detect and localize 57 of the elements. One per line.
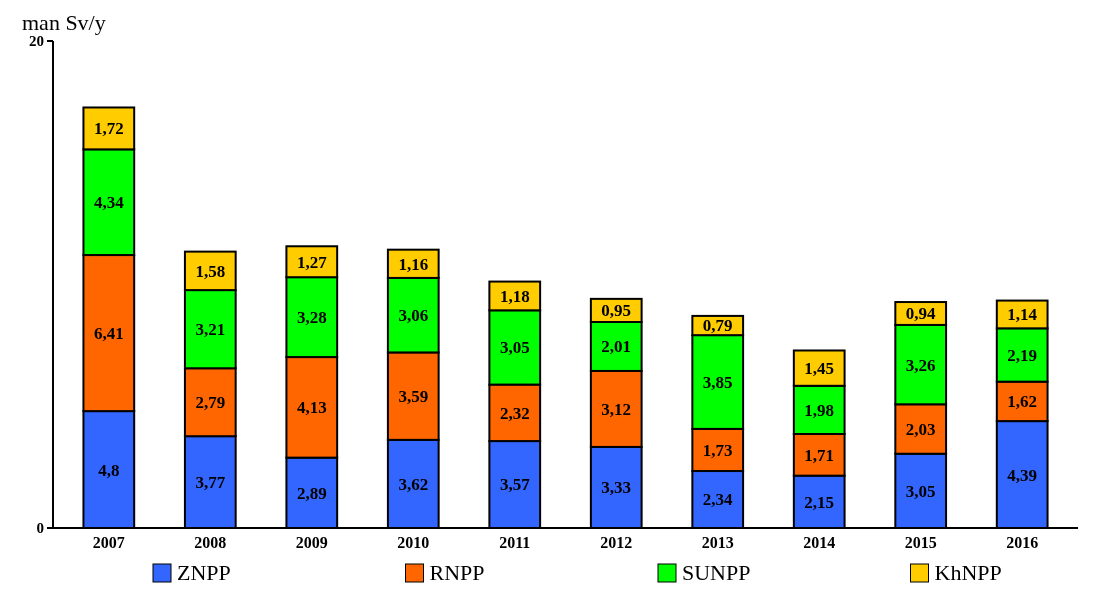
- x-tick-label: 2012: [600, 534, 633, 551]
- data-label: 2,01: [601, 337, 632, 357]
- legend-label: SUNPP: [682, 560, 751, 585]
- x-tick-label: 2007: [92, 534, 125, 551]
- x-tick-label: 2008: [194, 534, 227, 551]
- data-label: 1,45: [804, 359, 835, 379]
- data-label: 1,18: [499, 286, 530, 306]
- data-label: 3,33: [601, 478, 632, 498]
- data-label: 0,79: [702, 316, 733, 336]
- data-label: 1,71: [804, 445, 835, 465]
- data-label: 2,89: [296, 483, 327, 503]
- data-label: 3,28: [296, 308, 327, 328]
- data-label: 3,62: [398, 474, 429, 494]
- x-tick-label: 2016: [1006, 534, 1039, 551]
- data-label: 3,06: [398, 306, 429, 326]
- data-label: 4,8: [98, 460, 120, 480]
- legend-label: KhNPP: [934, 560, 1002, 585]
- data-label: 4,34: [93, 193, 125, 213]
- x-tick-label: 2011: [499, 534, 531, 551]
- data-label: 3,12: [601, 399, 632, 419]
- legend-label: ZNPP: [177, 560, 231, 585]
- data-label: 2,34: [702, 490, 734, 510]
- data-label: 4,13: [296, 398, 327, 418]
- data-label: 2,79: [195, 393, 226, 413]
- data-label: 0,94: [905, 304, 937, 324]
- x-tick-label: 2015: [904, 534, 937, 551]
- data-label: 1,72: [93, 119, 124, 139]
- data-label: 1,27: [296, 252, 328, 272]
- legend-label: RNPP: [429, 560, 485, 585]
- data-label: 3,05: [499, 338, 530, 358]
- data-label: 1,98: [804, 400, 835, 420]
- data-label: 1,58: [195, 261, 226, 281]
- data-label: 1,73: [702, 440, 733, 460]
- data-label: 1,14: [1007, 305, 1038, 325]
- y-axis-title: man Sv/y: [22, 10, 106, 35]
- data-label: 2,03: [905, 419, 936, 439]
- x-tick-label: 2013: [701, 534, 734, 551]
- y-tick-label: 0: [36, 520, 44, 537]
- data-label: 6,41: [93, 324, 124, 344]
- data-label: 2,15: [804, 492, 835, 512]
- x-tick-label: 2014: [803, 534, 836, 551]
- data-label: 2,32: [499, 403, 530, 423]
- data-label: 2,19: [1007, 345, 1038, 365]
- data-label: 1,62: [1007, 392, 1038, 412]
- x-tick-label: 2009: [295, 534, 328, 551]
- data-label: 4,39: [1007, 465, 1038, 485]
- data-label: 1,16: [398, 254, 429, 274]
- data-label: 3,26: [905, 355, 936, 375]
- data-label: 3,57: [499, 475, 531, 495]
- data-label: 3,85: [702, 372, 733, 392]
- data-label: 0,95: [601, 301, 632, 321]
- data-label: 3,05: [905, 481, 936, 501]
- y-tick-label: 20: [29, 33, 44, 50]
- data-label: 3,21: [195, 320, 226, 340]
- x-tick-label: 2010: [397, 534, 430, 551]
- data-label: 3,77: [195, 473, 226, 493]
- data-label: 3,59: [398, 387, 429, 407]
